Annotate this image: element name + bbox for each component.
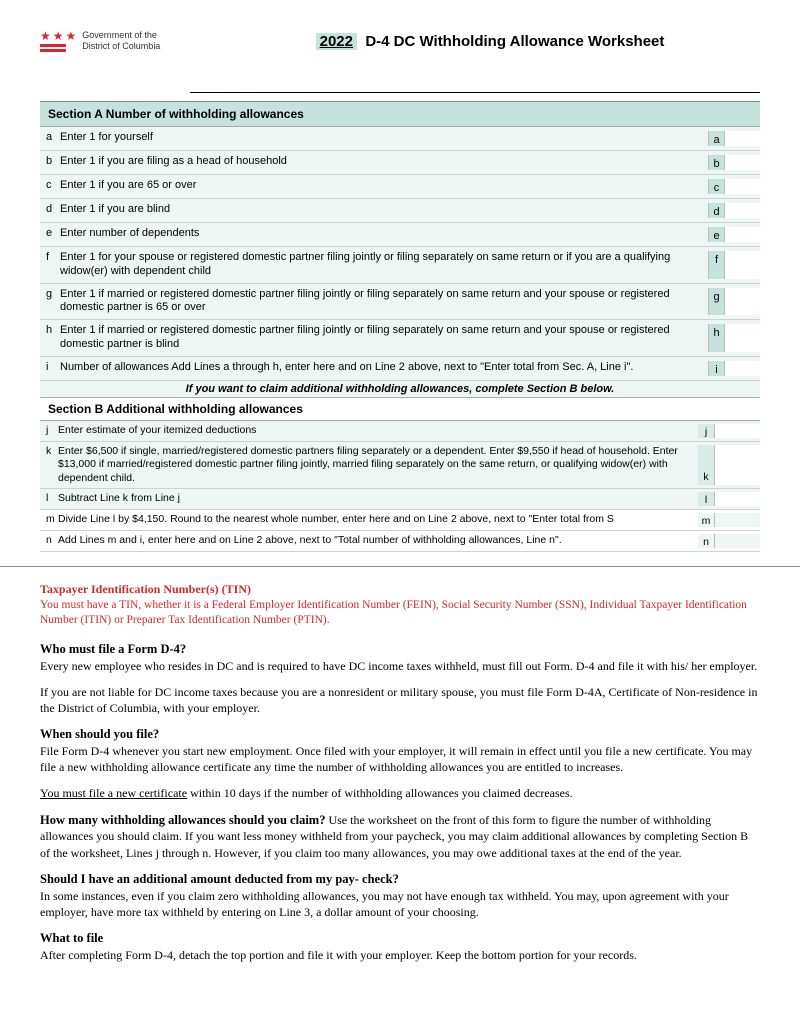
section-a-note: If you want to claim additional withhold…: [40, 381, 760, 398]
line-g: g Enter 1 if married or registered domes…: [40, 284, 760, 321]
q-how-many: How many withholding allowances should y…: [40, 812, 760, 861]
a-when-file-2: You must file a new certificate within 1…: [40, 785, 760, 801]
divider: [190, 92, 760, 93]
input-i[interactable]: [724, 361, 760, 376]
tin-heading: Taxpayer Identification Number(s) (TIN): [40, 581, 760, 597]
input-g[interactable]: [724, 288, 760, 316]
a-who-must-file: Every new employee who resides in DC and…: [40, 658, 760, 674]
a-when-file: File Form D-4 whenever you start new emp…: [40, 743, 760, 775]
star-icon: ★: [40, 30, 51, 42]
input-j[interactable]: [714, 424, 760, 438]
gov-line-1: Government of the: [82, 30, 160, 41]
input-n[interactable]: [714, 534, 760, 548]
star-icon: ★: [66, 30, 77, 42]
input-h[interactable]: [724, 324, 760, 352]
line-c: c Enter 1 if you are 65 or over c: [40, 175, 760, 199]
input-a[interactable]: [724, 131, 760, 146]
line-i: i Number of allowances Add Lines a throu…: [40, 357, 760, 381]
q-what-file: What to file: [40, 930, 760, 947]
line-e: e Enter number of dependents e: [40, 223, 760, 247]
gov-line-2: District of Columbia: [82, 41, 160, 52]
a-what-file: After completing Form D-4, detach the to…: [40, 947, 760, 963]
input-l[interactable]: [714, 492, 760, 506]
form-title: 2022 D-4 DC Withholding Allowance Worksh…: [220, 33, 760, 50]
instructions: Taxpayer Identification Number(s) (TIN) …: [40, 581, 760, 963]
line-n: n Add Lines m and i, enter here and on L…: [40, 531, 760, 552]
flag-bar: [40, 44, 66, 47]
flag-bar: [40, 49, 66, 52]
input-m[interactable]: [714, 513, 760, 527]
worksheet: Section A Number of withholding allowanc…: [40, 101, 760, 552]
input-e[interactable]: [724, 227, 760, 242]
q-when-file: When should you file?: [40, 726, 760, 743]
dc-logo: ★ ★ ★ Government of the District of Colu…: [40, 30, 220, 52]
input-c[interactable]: [724, 179, 760, 194]
input-k[interactable]: [714, 445, 760, 486]
line-k: k Enter $6,500 if single, married/regist…: [40, 442, 760, 490]
input-b[interactable]: [724, 155, 760, 170]
line-d: d Enter 1 if you are blind d: [40, 199, 760, 223]
line-f: f Enter 1 for your spouse or registered …: [40, 247, 760, 284]
year: 2022: [316, 33, 357, 50]
line-j: j Enter estimate of your itemized deduct…: [40, 421, 760, 442]
q-who-must-file: Who must file a Form D-4?: [40, 641, 760, 658]
line-h: h Enter 1 if married or registered domes…: [40, 320, 760, 357]
header: ★ ★ ★ Government of the District of Colu…: [40, 30, 760, 52]
line-m: m Divide Line l by $4,150. Round to the …: [40, 510, 760, 531]
section-a-header: Section A Number of withholding allowanc…: [40, 102, 760, 127]
a-who-must-file-2: If you are not liable for DC income taxe…: [40, 684, 760, 716]
star-icon: ★: [53, 30, 64, 42]
input-d[interactable]: [724, 203, 760, 218]
line-b: b Enter 1 if you are filing as a head of…: [40, 151, 760, 175]
line-a: a Enter 1 for yourself a: [40, 127, 760, 151]
tin-body: You must have a TIN, whether it is a Fed…: [40, 598, 760, 629]
line-l: l Subtract Line k from Line j l: [40, 489, 760, 510]
section-b-header: Section B Additional withholding allowan…: [40, 398, 760, 421]
page-divider: [0, 566, 800, 567]
a-additional: In some instances, even if you claim zer…: [40, 888, 760, 920]
q-additional: Should I have an additional amount deduc…: [40, 871, 760, 888]
input-f[interactable]: [724, 251, 760, 279]
